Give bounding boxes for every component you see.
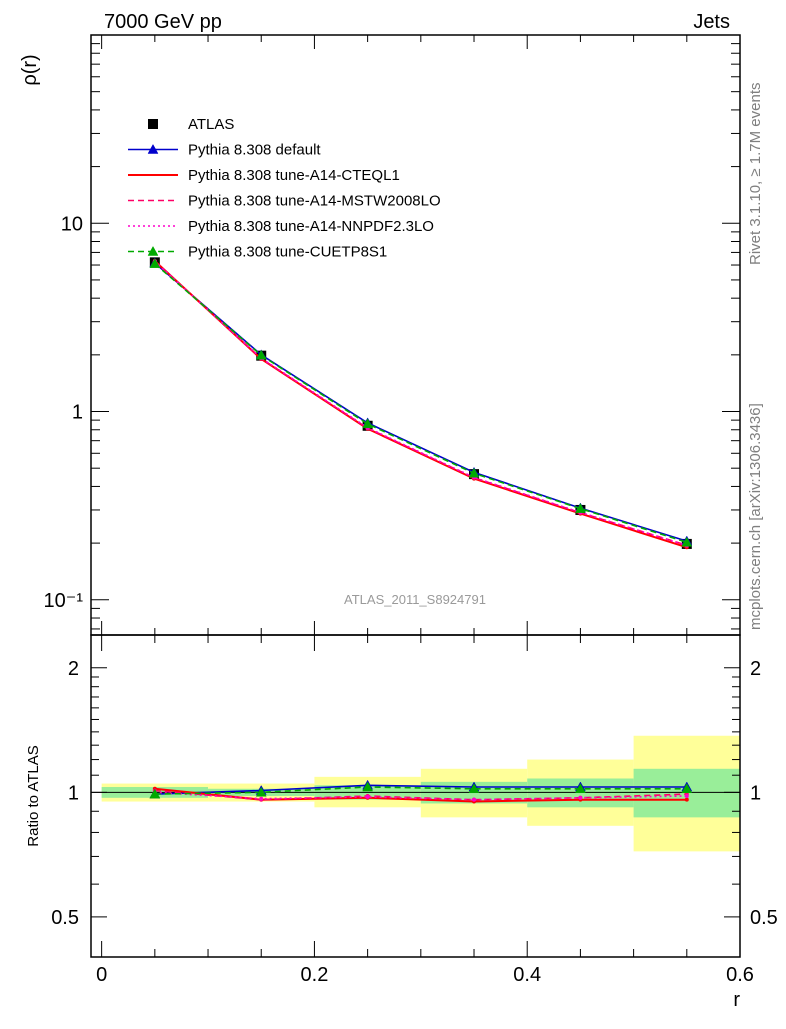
series-marker (149, 788, 161, 799)
series-marker (362, 418, 374, 429)
main-ticks: 10 1 10⁻¹ (44, 34, 741, 635)
series-line (154, 787, 687, 803)
main-ytick-label: 10⁻¹ (44, 590, 84, 612)
ratio-frame (90, 634, 741, 958)
series-line (154, 261, 688, 547)
series-marker (472, 797, 477, 802)
legend-label: Pythia 8.308 tune-CUETP8S1 (188, 244, 387, 261)
side-label-top: Rivet 3.1.10, ≥ 1.7M events (747, 83, 764, 266)
series-marker (574, 783, 586, 794)
ratio-ytick-label-right: 1 (750, 782, 761, 804)
legend-marker (147, 245, 159, 256)
series-marker (468, 467, 480, 478)
series-marker (468, 783, 480, 794)
ratio-xlabel: r (733, 989, 740, 1011)
legend-marker (148, 119, 158, 129)
main-ytick-label: 10 (61, 213, 83, 235)
legend-label: ATLAS (188, 116, 234, 133)
series-line (154, 789, 687, 801)
side-label-bottom: mcplots.cern.ch [arXiv:1306.3436] (747, 403, 764, 630)
series-marker (255, 786, 267, 797)
ratio-xtick-label: 0.2 (301, 964, 329, 986)
ratio-ytick-label-left: 2 (68, 658, 79, 680)
series-line (154, 786, 687, 795)
series-marker (574, 503, 586, 513)
ratio-ytick-label-right: 2 (750, 658, 761, 680)
main-series (149, 257, 693, 550)
ratio-ytick-label-right: 0.5 (750, 907, 778, 929)
header-right: Jets (693, 11, 730, 33)
series-marker (684, 797, 689, 802)
ratio-ytick-label-left: 0.5 (51, 907, 79, 929)
series-4 (149, 781, 693, 799)
legend-entry-0: ATLAS (148, 116, 234, 133)
series-line (154, 784, 687, 795)
legend-label: Pythia 8.308 tune-A14-NNPDF2.3LO (188, 218, 434, 235)
series-5 (149, 258, 693, 547)
main-ytick-label: 1 (72, 402, 83, 424)
series-2 (152, 259, 689, 550)
series-line (154, 260, 688, 549)
series-line (154, 262, 688, 542)
legend-marker (147, 143, 159, 154)
series-line (154, 263, 688, 544)
ratio-xtick-label: 0.4 (513, 964, 541, 986)
ratio-ylabel: Ratio to ATLAS (25, 745, 42, 846)
legend-label: Pythia 8.308 default (188, 142, 321, 159)
ratio-xtick-label: 0 (96, 964, 107, 986)
legend-entry-4: Pythia 8.308 tune-A14-NNPDF2.3LO (128, 218, 434, 235)
series-marker (365, 794, 370, 799)
series-marker (681, 783, 693, 794)
series-line (154, 260, 688, 546)
series-marker (149, 258, 161, 268)
main-ylabel: ρ(r) (19, 54, 41, 85)
ratio-xtick-label: 0.6 (726, 964, 754, 986)
header-left: 7000 GeV pp (104, 11, 222, 33)
legend-entry-3: Pythia 8.308 tune-A14-MSTW2008LO (128, 193, 441, 210)
series-marker (578, 795, 583, 800)
legend-entry-2: Pythia 8.308 tune-A14-CTEQL1 (128, 167, 400, 184)
series-0 (149, 257, 692, 549)
analysis-watermark: ATLAS_2011_S8924791 (344, 592, 486, 607)
series-line (154, 791, 687, 801)
series-marker (681, 536, 693, 547)
legend: ATLAS Pythia 8.308 default Pythia 8.308 tu… (128, 116, 441, 261)
ratio-ytick-label-left: 1 (68, 782, 79, 804)
series-marker (255, 349, 267, 360)
ratio-series (149, 779, 693, 804)
legend-label: Pythia 8.308 tune-A14-MSTW2008LO (188, 193, 441, 210)
series-marker (684, 793, 689, 798)
series-marker (362, 781, 374, 792)
series-4 (152, 259, 689, 548)
series-3 (152, 259, 689, 548)
series-marker (259, 796, 264, 801)
legend-entry-5: Pythia 8.308 tune-CUETP8S1 (128, 244, 387, 261)
series-1 (149, 257, 693, 546)
legend-entry-1: Pythia 8.308 default (128, 142, 321, 159)
legend-label: Pythia 8.308 tune-A14-CTEQL1 (188, 167, 400, 184)
